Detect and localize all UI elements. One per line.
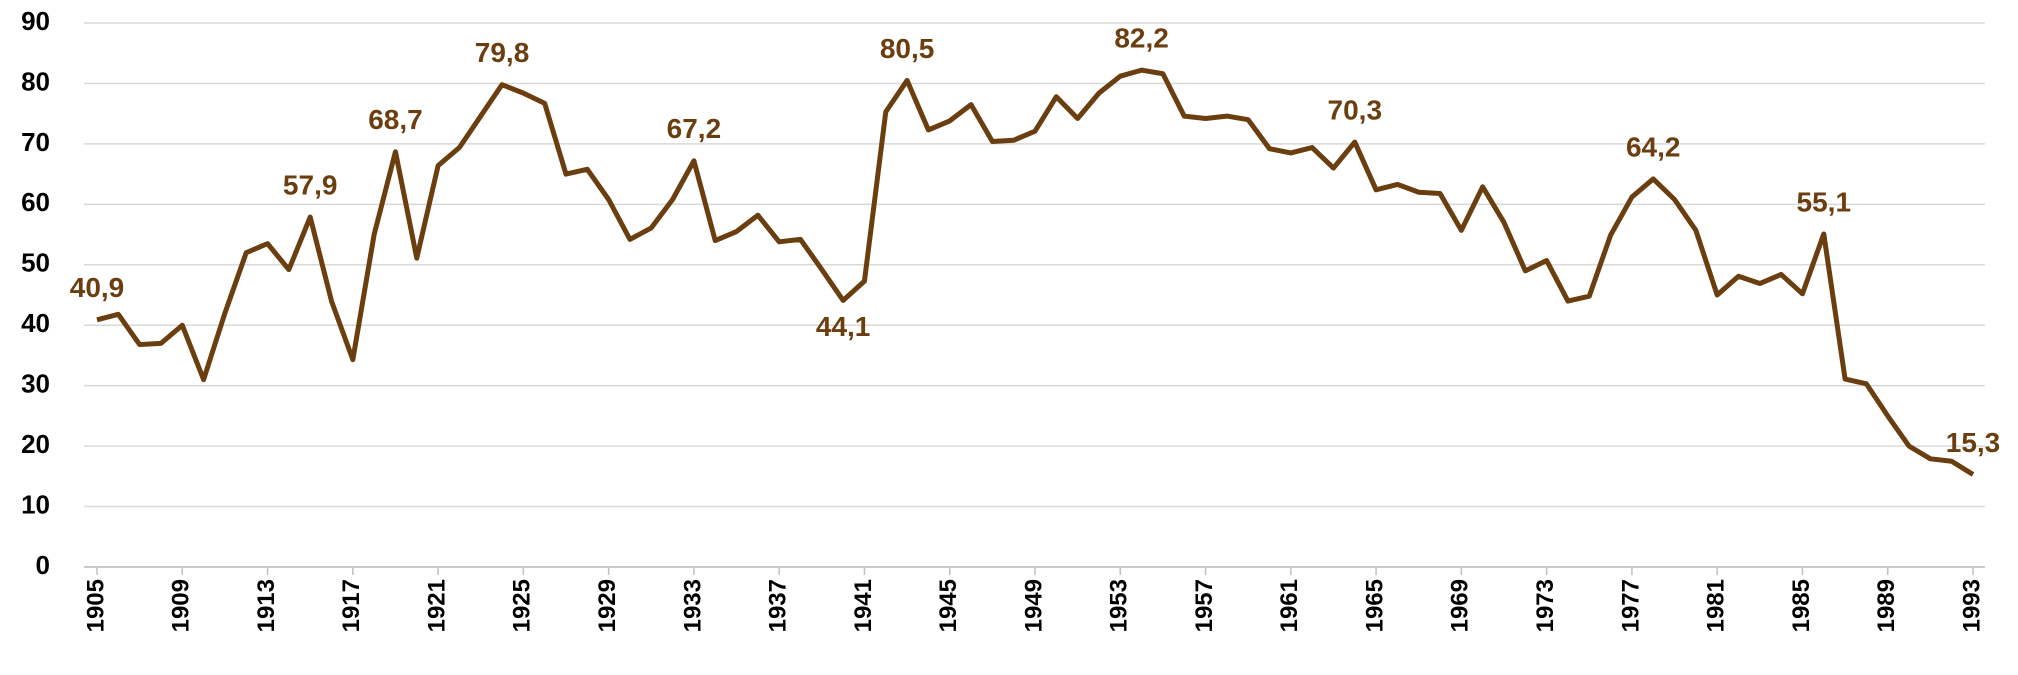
data-label: 80,5 xyxy=(880,33,935,64)
x-tick-label: 1969 xyxy=(1447,579,1474,632)
x-tick-label: 1957 xyxy=(1191,579,1218,632)
x-tick-label: 1993 xyxy=(1958,579,1985,632)
data-label: 15,3 xyxy=(1946,427,2001,458)
y-tick-label: 80 xyxy=(21,66,50,96)
y-tick-label: 90 xyxy=(21,6,50,36)
x-tick-label: 1965 xyxy=(1361,579,1388,632)
x-tick-label: 1945 xyxy=(935,579,962,632)
y-tick-label: 40 xyxy=(21,308,50,338)
data-label: 57,9 xyxy=(283,169,338,200)
data-label: 44,1 xyxy=(816,311,871,342)
data-label: 64,2 xyxy=(1626,131,1681,162)
x-tick-label: 1977 xyxy=(1617,579,1644,632)
data-label: 55,1 xyxy=(1797,186,1852,217)
x-tick-label: 1937 xyxy=(765,579,792,632)
data-label: 82,2 xyxy=(1114,23,1169,54)
x-tick-label: 1961 xyxy=(1276,579,1303,632)
x-tick-label: 1917 xyxy=(338,579,365,632)
y-tick-label: 20 xyxy=(21,429,50,459)
y-tick-label: 0 xyxy=(36,550,50,580)
x-tick-label: 1913 xyxy=(253,579,280,632)
x-tick-label: 1953 xyxy=(1106,579,1133,632)
x-tick-label: 1981 xyxy=(1703,579,1730,632)
x-tick-label: 1909 xyxy=(168,579,195,632)
y-tick-label: 30 xyxy=(21,369,50,399)
x-tick-label: 1921 xyxy=(423,579,450,632)
x-tick-label: 1933 xyxy=(679,579,706,632)
x-tick-label: 1989 xyxy=(1873,579,1900,632)
y-tick-label: 70 xyxy=(21,127,50,157)
x-tick-label: 1905 xyxy=(82,579,109,632)
data-label: 67,2 xyxy=(667,113,722,144)
y-tick-label: 50 xyxy=(21,248,50,278)
data-label: 70,3 xyxy=(1328,94,1383,125)
x-tick-label: 1929 xyxy=(594,579,621,632)
y-tick-label: 10 xyxy=(21,489,50,519)
x-tick-label: 1949 xyxy=(1020,579,1047,632)
y-tick-label: 60 xyxy=(21,187,50,217)
x-tick-label: 1941 xyxy=(850,579,877,632)
data-line xyxy=(96,67,1975,477)
x-tick-label: 1925 xyxy=(509,579,536,632)
x-tick-label: 1985 xyxy=(1788,579,1815,632)
data-label: 40,9 xyxy=(70,272,125,303)
x-tick-label: 1973 xyxy=(1532,579,1559,632)
data-label: 79,8 xyxy=(475,37,530,68)
data-label: 68,7 xyxy=(368,104,423,135)
